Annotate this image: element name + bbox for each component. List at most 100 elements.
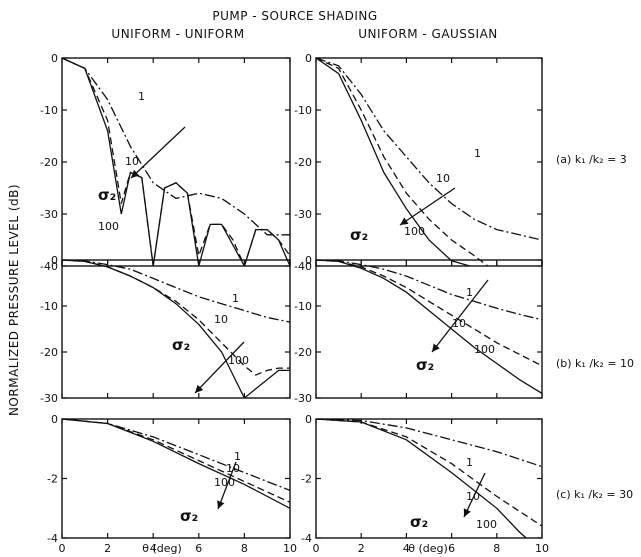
y-tick-label: -10: [40, 104, 58, 117]
y-tick-label: 0: [51, 254, 58, 267]
series-label-1: 1: [232, 292, 239, 305]
sigma-arrow: [431, 279, 489, 353]
sigma-label: σ₂: [172, 336, 190, 354]
y-tick-label: 0: [51, 413, 58, 426]
y-tick-label: -20: [40, 156, 58, 169]
sigma-arrow: [194, 341, 245, 394]
series-label-1: 1: [474, 147, 481, 160]
y-tick-label: -10: [40, 300, 58, 313]
main-title: PUMP - SOURCE SHADING: [212, 9, 377, 23]
series-line-100: [62, 419, 290, 509]
series-label-100: 100: [228, 354, 249, 367]
series-line-100: [62, 58, 290, 266]
x-tick-label: 0: [313, 542, 320, 555]
y-tick-label: -20: [40, 346, 58, 359]
panel-a-uniform-uniform: 0 -10 -20 -30 -40 1 10 100 σ₂: [40, 52, 291, 273]
series-line-1: [316, 260, 542, 321]
y-tick-label: -2: [47, 473, 58, 486]
panels-group: 0-10-20-30-40110100σ₂0-10-20-30-40110100…: [40, 52, 549, 555]
series-line-10: [316, 260, 542, 367]
series-line-1: [316, 419, 542, 468]
series-label-10: 10: [436, 172, 450, 185]
x-tick-label: 4: [403, 542, 410, 555]
y-tick-label: -30: [294, 392, 312, 405]
sigma-label: σ₂: [180, 507, 198, 525]
x-tick-label: 6: [448, 542, 455, 555]
y-axis-label: NORMALIZED PRESSURE LEVEL (dB): [7, 184, 21, 416]
series-line-10: [316, 58, 489, 266]
y-tick-label: -20: [294, 346, 312, 359]
sigma-label: σ₂: [416, 356, 434, 374]
plot-frame: [315, 259, 543, 399]
panel-a-uniform-gaussian: 0 -10 -20 -30 -40 1 10 100 σ₂: [294, 52, 543, 273]
sigma-arrow: [217, 461, 237, 510]
x-tick-label: 2: [104, 542, 111, 555]
sigma-arrow: [399, 187, 456, 226]
series-line-10: [62, 58, 290, 266]
series-line-1: [62, 419, 290, 492]
y-tick-label: -30: [40, 208, 58, 221]
y-tick-label: -30: [294, 208, 312, 221]
x-axis-label-left: θ (deg): [142, 542, 182, 555]
plot-frame: [61, 418, 291, 539]
series-line-100: [62, 260, 290, 398]
y-tick-label: -30: [40, 392, 58, 405]
y-tick-label: 0: [305, 52, 312, 65]
x-axis-label-right: θ (deg): [408, 542, 448, 555]
series-label-10: 10: [125, 155, 139, 168]
y-tick-label: -40: [294, 260, 312, 273]
x-tick-label: 2: [358, 542, 365, 555]
y-tick-label: -40: [40, 260, 58, 273]
series-label-1: 1: [234, 450, 241, 463]
y-tick-label: -10: [294, 300, 312, 313]
series-line-1: [62, 260, 290, 323]
series-label-10: 10: [452, 317, 466, 330]
y-tick-label: -10: [294, 104, 312, 117]
y-tick-label: 0: [305, 413, 312, 426]
y-tick-label: 0: [51, 52, 58, 65]
series-label-10: 10: [214, 313, 228, 326]
series-label-100: 100: [214, 476, 235, 489]
y-tick-label: -2: [301, 473, 312, 486]
x-tick-label: 8: [493, 542, 500, 555]
series-line-100: [316, 58, 470, 266]
sigma-label: σ₂: [410, 513, 428, 531]
series-label-100: 100: [404, 225, 425, 238]
series-line-100: [316, 419, 527, 538]
sigma-arrow: [130, 126, 186, 179]
sigma-label: σ₂: [98, 186, 116, 204]
series-label-100: 100: [474, 343, 495, 356]
x-tick-label: 10: [535, 542, 549, 555]
series-label-1: 1: [138, 90, 145, 103]
x-tick-label: 4: [150, 542, 157, 555]
y-tick-label: -4: [47, 532, 58, 545]
y-tick-label: -4: [301, 532, 312, 545]
series-line-1: [316, 58, 542, 241]
plot-frame: [61, 259, 291, 399]
series-line-1: [62, 58, 290, 236]
x-tick-label: 6: [195, 542, 202, 555]
series-label-1: 1: [466, 286, 473, 299]
x-tick-label: 8: [241, 542, 248, 555]
series-line-10: [62, 260, 290, 376]
series-line-100: [316, 260, 542, 394]
series-label-100: 100: [98, 220, 119, 233]
row-label-a: (a) k₁ /k₂ = 3: [556, 153, 627, 166]
sigma-arrow: [463, 472, 486, 518]
sigma-label: σ₂: [350, 226, 368, 244]
y-tick-label: 0: [305, 254, 312, 267]
column-title-right: UNIFORM - GAUSSIAN: [358, 27, 498, 41]
column-title-left: UNIFORM - UNIFORM: [111, 27, 244, 41]
x-tick-label: 0: [59, 542, 66, 555]
series-label-1: 1: [466, 456, 473, 469]
panel-b-uniform-gaussian: 0 -10 -20 -30 1 10 100 σ₂: [294, 254, 543, 405]
plot-frame: [61, 57, 291, 267]
series-label-100: 100: [476, 518, 497, 531]
row-label-c: (c) k₁ /k₂ = 30: [556, 488, 633, 501]
x-tick-label: 10: [283, 542, 297, 555]
series-line-10: [316, 419, 542, 527]
y-tick-label: -20: [294, 156, 312, 169]
